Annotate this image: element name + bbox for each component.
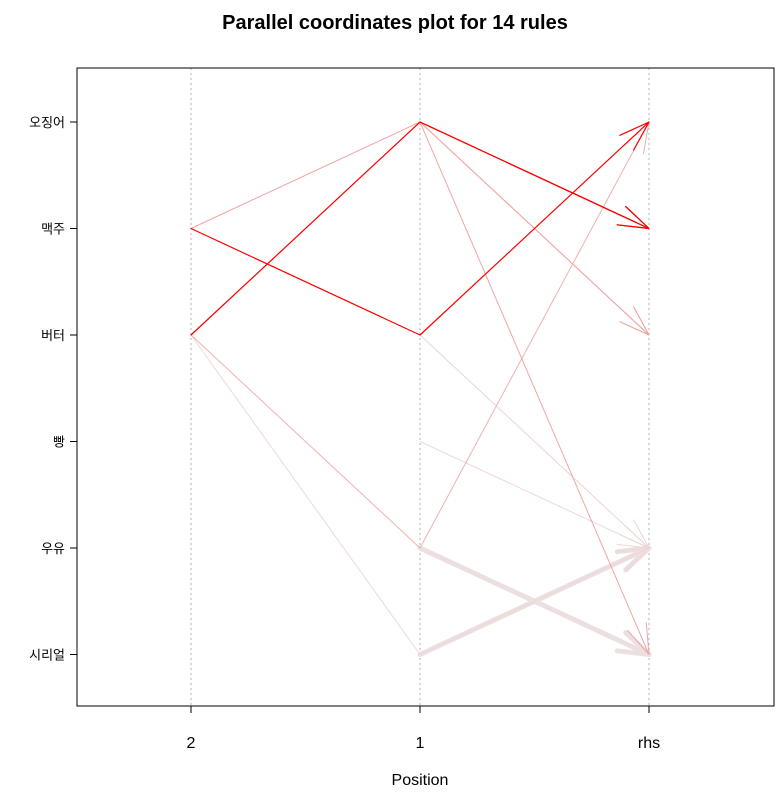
y-tick-label-2: 버터 bbox=[41, 329, 65, 344]
x-tick-label-rhs: rhs bbox=[638, 735, 660, 752]
rule-line-2 bbox=[419, 441, 650, 549]
x-tick-label-1: 1 bbox=[416, 735, 425, 752]
rule-arrowhead-11 bbox=[616, 205, 650, 230]
y-tick-label-1: 맥주 bbox=[41, 223, 65, 238]
rule-arrowhead-2 bbox=[616, 525, 650, 549]
chart-title: Parallel coordinates plot for 14 rules bbox=[222, 12, 568, 34]
x-axis-label: Position bbox=[392, 772, 449, 789]
rule-arrowhead-7 bbox=[619, 306, 650, 336]
rule-4 bbox=[419, 334, 650, 549]
rule-line-11 bbox=[419, 121, 650, 230]
y-tick-label-0: 오징어 bbox=[29, 116, 65, 131]
rule-arrowhead-4 bbox=[619, 519, 650, 549]
plot-frame bbox=[76, 67, 775, 707]
x-axis: 2 1 rhs bbox=[187, 706, 660, 752]
y-tick-label-3: 빵 bbox=[53, 436, 65, 451]
y-tick-label-4: 우유 bbox=[41, 542, 65, 557]
rule-line-4 bbox=[419, 334, 650, 549]
y-tick-label-5: 시리얼 bbox=[29, 649, 65, 664]
x-tick-label-2: 2 bbox=[187, 735, 196, 752]
grid-lines bbox=[190, 68, 650, 706]
rule-line-3 bbox=[190, 334, 650, 655]
rule-arrowhead-8 bbox=[627, 622, 650, 655]
rule-2 bbox=[419, 441, 650, 549]
rule-arrowhead-10 bbox=[619, 121, 650, 151]
rule-11 bbox=[419, 121, 650, 230]
rule-lines bbox=[190, 121, 652, 657]
